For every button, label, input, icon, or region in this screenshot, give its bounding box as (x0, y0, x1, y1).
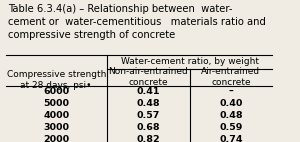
Text: 0.48: 0.48 (219, 111, 243, 120)
Text: 0.48: 0.48 (136, 99, 160, 108)
Text: 0.41: 0.41 (136, 87, 160, 96)
Text: 0.82: 0.82 (136, 135, 160, 142)
Text: Table 6.3.4(a) – Relationship between  water-
cement or  water-cementitious   ma: Table 6.3.4(a) – Relationship between wa… (8, 4, 266, 40)
Text: –: – (229, 87, 233, 96)
Text: 5000: 5000 (43, 99, 69, 108)
Text: 0.68: 0.68 (136, 123, 160, 132)
Text: 0.59: 0.59 (219, 123, 243, 132)
Text: 0.74: 0.74 (219, 135, 243, 142)
Text: Water-cement ratio, by weight: Water-cement ratio, by weight (121, 57, 259, 66)
Text: 3000: 3000 (43, 123, 69, 132)
Text: Non-air-entrained
concrete: Non-air-entrained concrete (108, 67, 188, 87)
Text: 0.40: 0.40 (219, 99, 243, 108)
Text: 4000: 4000 (43, 111, 69, 120)
Text: 0.57: 0.57 (136, 111, 160, 120)
Text: 2000: 2000 (43, 135, 69, 142)
Text: Compressive strength
at 28 days, psi•: Compressive strength at 28 days, psi• (7, 70, 106, 90)
Text: Air-entrained
concrete: Air-entrained concrete (201, 67, 260, 87)
Text: 6000: 6000 (43, 87, 69, 96)
